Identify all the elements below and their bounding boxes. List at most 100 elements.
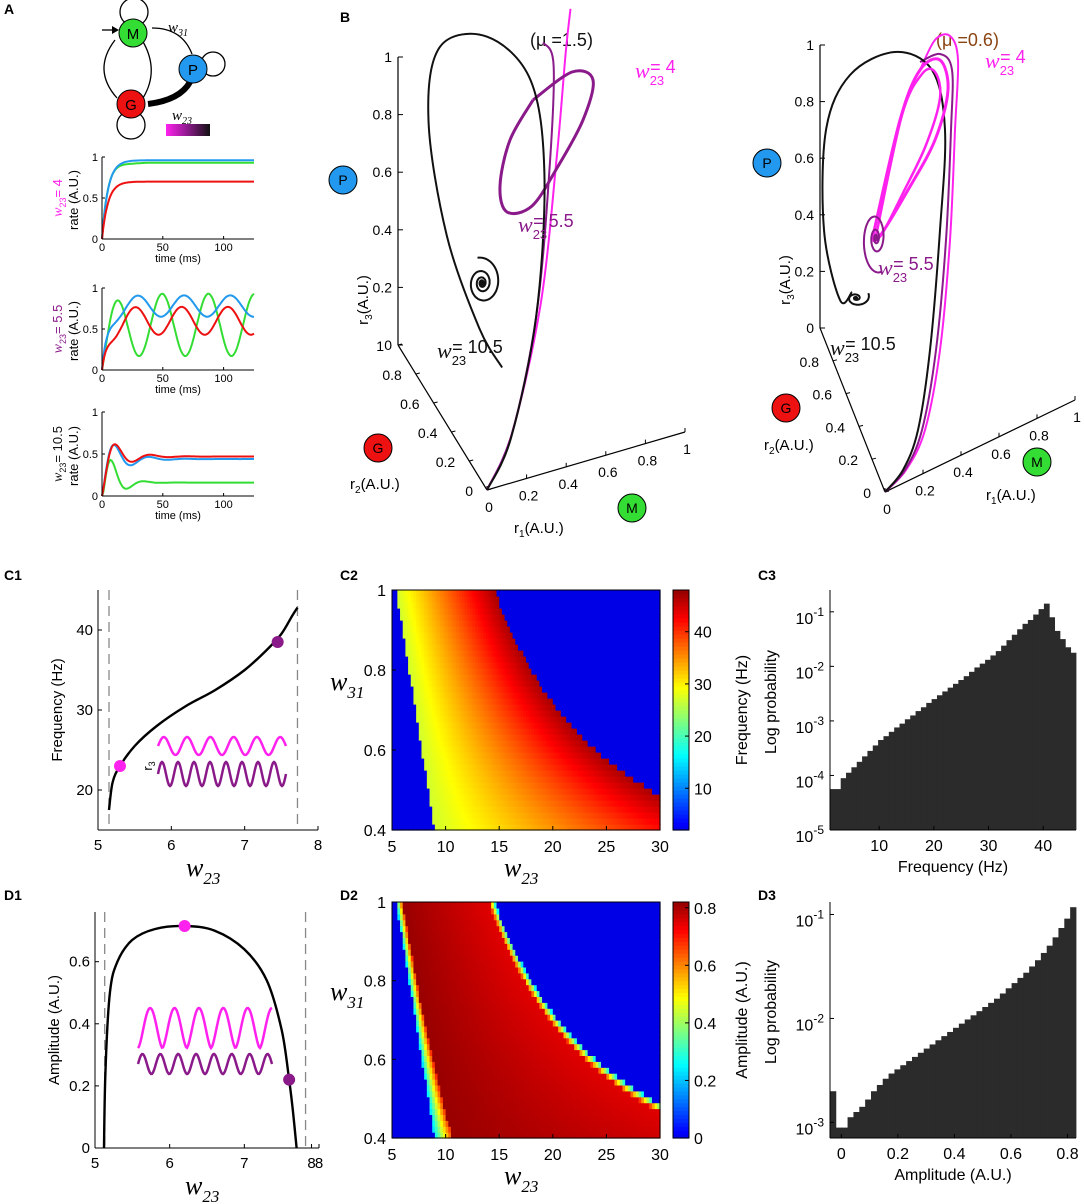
heatmap-cell: [649, 788, 653, 795]
heatmap-cell: [649, 722, 653, 729]
heatmap-cell: [496, 602, 500, 609]
y-axis-label: rate (A.U.): [66, 426, 81, 486]
heatmap-cell: [437, 1114, 441, 1121]
heatmap-cell: [464, 686, 468, 693]
heatmap-cell: [646, 704, 650, 711]
heatmap-cell: [453, 608, 457, 615]
heatmap-cell: [550, 734, 554, 741]
heatmap-cell: [469, 686, 473, 693]
heatmap-cell: [394, 620, 398, 627]
heatmap-cell: [440, 740, 444, 747]
heatmap-cell: [595, 1108, 599, 1115]
heatmap-cell: [609, 740, 613, 747]
heatmap-cell: [611, 626, 616, 633]
heatmap-cell: [555, 668, 559, 675]
heatmap-cell: [520, 1126, 524, 1133]
heatmap-cell: [467, 698, 471, 705]
heatmap-cell: [593, 734, 597, 741]
heatmap-cell: [442, 818, 447, 825]
heatmap-cell: [539, 608, 543, 615]
heatmap-cell: [635, 686, 640, 693]
heatmap-cell: [434, 686, 439, 693]
heatmap-cell: [633, 644, 637, 651]
r2-label: r2(A.U.): [764, 437, 814, 457]
heatmap-cell: [576, 710, 581, 717]
heatmap-cell: [528, 692, 532, 699]
heatmap-cell: [595, 656, 599, 663]
heatmap-cell: [654, 1126, 658, 1133]
heatmap-cell: [568, 782, 573, 789]
heatmap-cell: [410, 1108, 415, 1115]
heatmap-cell: [547, 1108, 551, 1115]
heatmap-cell: [598, 608, 602, 615]
heatmap-cell: [601, 1126, 605, 1133]
heatmap-cell: [544, 812, 549, 819]
heatmap-cell: [582, 692, 586, 699]
heatmap-cell: [432, 698, 436, 705]
heatmap-cell: [574, 782, 578, 789]
heatmap-cell: [410, 1114, 415, 1121]
heatmap-cell: [467, 734, 471, 741]
heatmap-cell: [544, 608, 549, 615]
heatmap-cell: [509, 794, 514, 801]
heatmap-cell: [606, 704, 610, 711]
heatmap-cell: [515, 608, 519, 615]
heatmap-cell: [472, 644, 476, 651]
heatmap-cell: [601, 746, 605, 753]
heatmap-cell: [625, 746, 629, 753]
heatmap-cell: [392, 674, 396, 681]
heatmap-cell: [394, 614, 398, 621]
heatmap-cell: [571, 1120, 575, 1127]
heatmap-cell: [587, 608, 591, 615]
heatmap-cell: [442, 746, 447, 753]
heatmap-cell: [440, 638, 444, 645]
heatmap-cell: [630, 680, 634, 687]
heatmap-cell: [646, 1120, 650, 1127]
heatmap-cell: [643, 806, 648, 813]
heatmap-cell: [400, 1126, 404, 1133]
heatmap-cell: [534, 746, 538, 753]
heatmap-cell: [560, 680, 565, 687]
heatmap-cell: [408, 794, 412, 801]
inset-r3-label: r3: [140, 761, 157, 770]
heatmap-cell: [593, 656, 597, 663]
heatmap-cell: [590, 764, 594, 771]
heatmap-cell: [579, 590, 583, 597]
heatmap-cell: [568, 650, 573, 657]
heatmap-cell: [595, 590, 599, 597]
heatmap-cell: [421, 758, 425, 765]
heatmap-cell: [552, 1108, 557, 1115]
heatmap-cell: [550, 638, 554, 645]
heatmap-cell: [493, 626, 498, 633]
heatmap-cell: [622, 656, 626, 663]
heatmap-cell: [566, 674, 570, 681]
heatmap-cell: [459, 788, 463, 795]
heatmap-cell: [614, 668, 618, 675]
heatmap-cell: [509, 614, 514, 621]
heatmap-cell: [598, 764, 602, 771]
heatmap-cell: [641, 752, 645, 759]
heatmap-cell: [483, 728, 487, 735]
heatmap-cell: [590, 746, 594, 753]
heatmap-cell: [475, 650, 479, 657]
heatmap-cell: [485, 632, 490, 639]
heatmap-cell: [619, 746, 624, 753]
heatmap-cell: [595, 1120, 599, 1127]
heatmap-cell: [571, 734, 575, 741]
heatmap-cell: [617, 752, 621, 759]
heatmap-cell: [617, 788, 621, 795]
heatmap-cell: [424, 668, 428, 675]
heatmap-cell: [402, 824, 406, 831]
heatmap-cell: [614, 614, 618, 621]
heatmap-cell: [576, 602, 581, 609]
heatmap-cell: [493, 728, 498, 735]
heatmap-cell: [442, 698, 447, 705]
heatmap-cell: [627, 1132, 632, 1139]
heatmap-cell: [416, 752, 420, 759]
heatmap-cell: [477, 656, 482, 663]
heatmap-cell: [434, 710, 439, 717]
heatmap-cell: [499, 674, 503, 681]
heatmap-cell: [601, 608, 605, 615]
heatmap-cell: [453, 656, 457, 663]
heatmap-cell: [617, 1120, 621, 1127]
